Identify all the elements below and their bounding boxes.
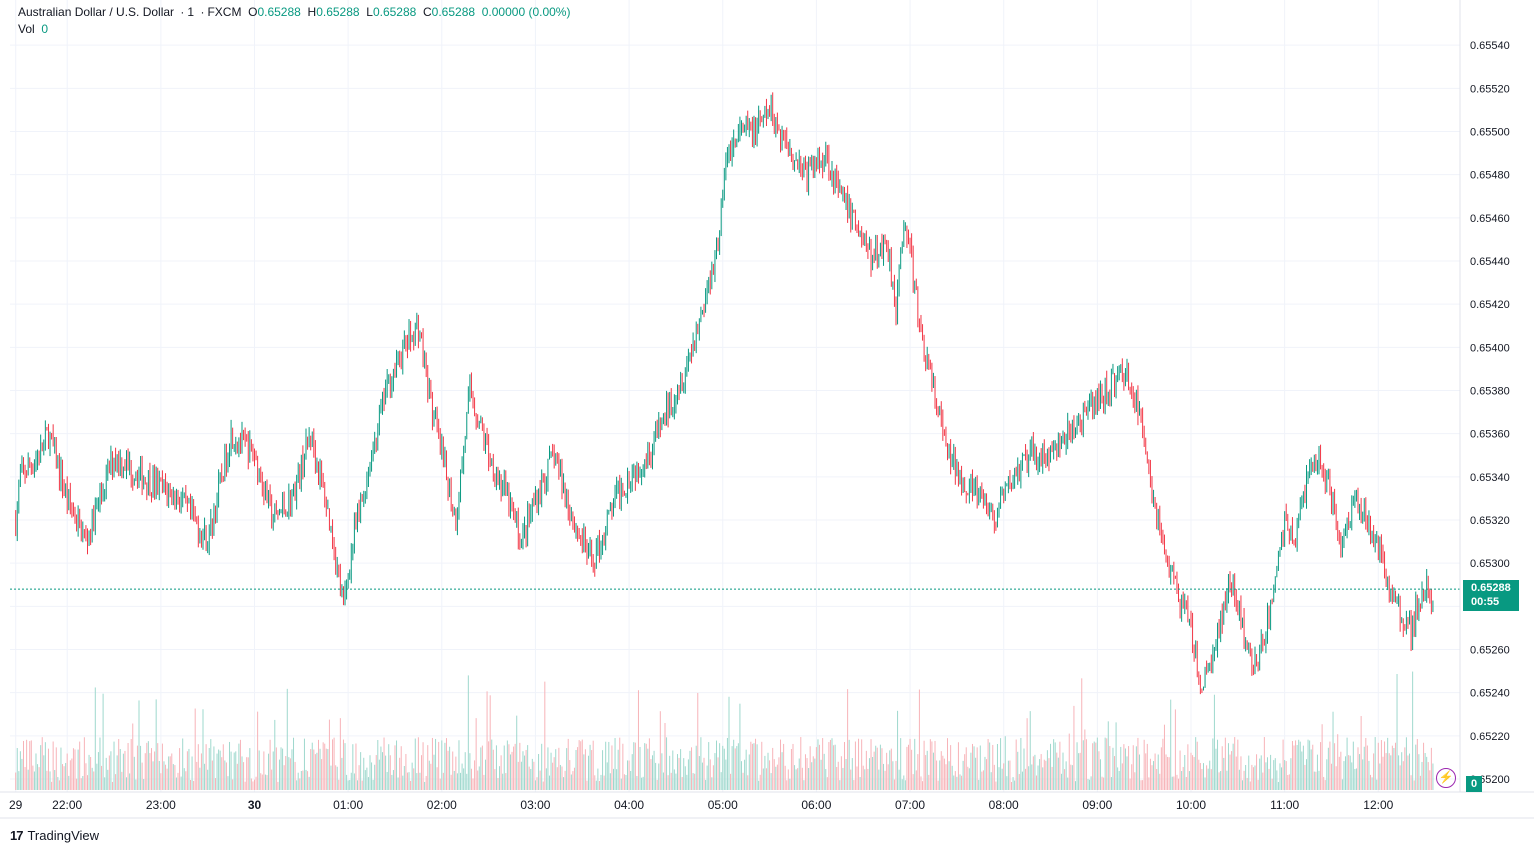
open-value: 0.65288 <box>257 5 301 19</box>
exchange: FXCM <box>207 5 242 19</box>
price-tick-label: 0.65440 <box>1470 256 1510 268</box>
close-value: 0.65288 <box>431 5 476 19</box>
price-tick-label: 0.65400 <box>1470 342 1510 354</box>
tradingview-logo-icon: 17 <box>10 828 24 843</box>
price-tick-label: 0.65300 <box>1470 558 1510 570</box>
time-tick-label: 10:00 <box>1176 798 1206 812</box>
low-label: L <box>366 5 373 19</box>
price-tick-label: 0.65240 <box>1470 688 1510 700</box>
grid-lines <box>10 0 1460 792</box>
time-axis[interactable]: 29 22:00 23:00 30 01:00 02:00 03:00 04:00 05:00 0… <box>9 798 1394 812</box>
time-tick-label: 30 <box>248 798 262 812</box>
time-tick-label: 03:00 <box>520 798 550 812</box>
time-tick-label: 22:00 <box>52 798 82 812</box>
current-price-value: 0.65288 <box>1471 582 1511 594</box>
brand-name: TradingView <box>27 828 100 843</box>
high-label: H <box>307 5 317 19</box>
time-tick-label: 12:00 <box>1363 798 1393 812</box>
time-tick-label: 08:00 <box>989 798 1019 812</box>
price-tick-label: 0.65260 <box>1470 645 1510 657</box>
time-tick-label: 09:00 <box>1082 798 1112 812</box>
price-tick-label: 0.65480 <box>1470 170 1510 182</box>
volume-row: Vol 0 <box>18 21 570 38</box>
open-label: O <box>248 5 258 19</box>
candles <box>15 92 1434 695</box>
time-tick-label: 01:00 <box>333 798 363 812</box>
tradingview-brand[interactable]: 17 TradingView <box>10 828 99 843</box>
price-tick-label: 0.65520 <box>1470 83 1510 95</box>
chart-legend: Australian Dollar / U.S. Dollar · 1 · FXCM… <box>18 4 570 38</box>
time-tick-label: 02:00 <box>427 798 457 812</box>
price-tick-label: 0.65380 <box>1470 386 1510 398</box>
volume-tag: 0 <box>1466 776 1482 792</box>
close-label: C <box>423 5 432 19</box>
bar-countdown: 00:55 <box>1471 596 1500 608</box>
vol-label[interactable]: Vol <box>18 22 35 36</box>
price-tick-label: 0.65360 <box>1470 429 1510 441</box>
time-tick-label: 04:00 <box>614 798 644 812</box>
time-tick-label: 23:00 <box>146 798 176 812</box>
ohlc-row: Australian Dollar / U.S. Dollar · 1 · FXCM… <box>18 5 571 19</box>
time-tick-label: 05:00 <box>708 798 738 812</box>
time-tick-label: 07:00 <box>895 798 925 812</box>
current-price-tag: 0.65288 00:55 <box>1463 580 1519 611</box>
low-value: 0.65288 <box>372 5 417 19</box>
time-tick-label: 06:00 <box>801 798 831 812</box>
price-tick-label: 0.65540 <box>1470 40 1510 52</box>
lightning-icon[interactable]: ⚡ <box>1436 768 1456 788</box>
price-tick-label: 0.65340 <box>1470 472 1510 484</box>
price-axis[interactable]: 0.652000.652200.652400.652600.652800.653… <box>1470 40 1510 786</box>
price-tick-label: 0.65500 <box>1470 127 1510 139</box>
symbol-name[interactable]: Australian Dollar / U.S. Dollar <box>18 5 175 19</box>
time-tick-label: 29 <box>9 798 23 812</box>
vol-value: 0 <box>41 22 49 36</box>
interval[interactable]: 1 <box>187 5 195 19</box>
change-value: 0.00000 (0.00%) <box>481 5 571 19</box>
volume-bars <box>15 671 1434 790</box>
price-tick-label: 0.65320 <box>1470 515 1510 527</box>
price-tick-label: 0.65420 <box>1470 299 1510 311</box>
high-value: 0.65288 <box>316 5 360 19</box>
price-tick-label: 0.65220 <box>1470 731 1510 743</box>
time-tick-label: 11:00 <box>1270 798 1299 812</box>
price-tick-label: 0.65460 <box>1470 213 1510 225</box>
